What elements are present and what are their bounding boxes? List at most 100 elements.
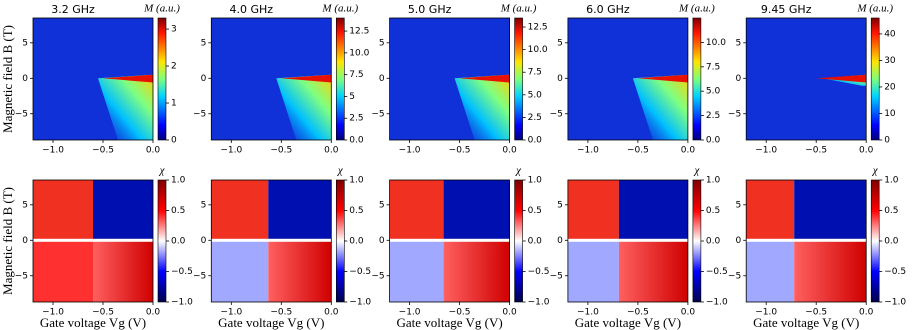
colorbar-tick-label: −0.5	[884, 267, 906, 277]
colorbar	[157, 17, 167, 141]
y-tick-label: −5	[193, 109, 206, 119]
colorbar-label: χ	[693, 165, 700, 177]
x-axis-label: Gate voltage Vg (V)	[753, 315, 859, 330]
colorbar-tick-label: 1.0	[528, 176, 543, 186]
x-tick-label: −1.0	[399, 308, 421, 318]
colorbar-tick-label: 2	[171, 62, 177, 72]
x-tick-label: −1.0	[577, 308, 599, 318]
colorbar-label: M (a.u.)	[143, 3, 180, 15]
x-tick-label: −0.5	[805, 308, 827, 318]
colorbar-tick-label: 0.5	[884, 206, 898, 216]
x-tick-label: −0.5	[92, 308, 114, 318]
x-tick-label: −1.0	[220, 146, 242, 156]
y-tick-label: −5	[371, 271, 384, 281]
colorbar-tick-label: 0	[884, 136, 890, 146]
colorbar-tick-label: −1.0	[706, 298, 728, 308]
lower-right	[268, 240, 332, 302]
colorbar-tick-label: 0.0	[349, 136, 364, 146]
colorbar-tick-label: 0.5	[349, 206, 363, 216]
colorbar-tick-label: 0.0	[528, 237, 543, 247]
panel-title: 4.0 GHz	[230, 3, 274, 16]
heatmap-image	[389, 180, 510, 302]
colorbar-tick-label: 5.0	[528, 90, 543, 100]
colorbar-label: M (a.u.)	[500, 3, 537, 15]
colorbar-label: χ	[159, 165, 166, 177]
colorbar-tick-label: 1.0	[171, 176, 186, 186]
x-tick-label: −1.0	[399, 146, 421, 156]
colorbar	[870, 17, 880, 141]
panel: −1.0 −0.5 0.0 −5 0 5 5.0 GHz 0.0 2.5 5.0 7.5 10.0 12…	[371, 3, 548, 156]
colorbar-tick-label: 20	[884, 82, 896, 92]
y-tick-label: 5	[201, 200, 207, 210]
y-tick-label: 0	[735, 236, 741, 246]
panel: −1.0 −0.5 0.0 −5 0 5 4.0 GHz 0.0 2.5 5 7.5 10.0 12.5…	[193, 3, 370, 156]
x-tick-label: −1.0	[755, 308, 777, 318]
heatmap-image	[389, 18, 510, 140]
peak-band	[281, 74, 332, 83]
heatmap-image	[746, 18, 867, 140]
colorbar-tick-label: −1.0	[528, 298, 550, 308]
axes-frame	[32, 17, 154, 141]
y-tick-label: 0	[201, 74, 207, 84]
x-tick-label: −0.5	[627, 146, 649, 156]
colorbar-tick-label: 7.5	[349, 70, 363, 80]
colorbar-label: M (a.u.)	[321, 3, 358, 15]
lower-right	[93, 240, 153, 302]
colorbar-tick-label: 10	[884, 109, 896, 119]
peak-band	[816, 74, 867, 83]
y-tick-label: 5	[379, 38, 385, 48]
colorbar-tick-label: 5.0	[706, 87, 721, 97]
colorbar-tick-label: 0.0	[171, 237, 186, 247]
upper-right	[93, 180, 153, 241]
x-tick-label: 0.0	[502, 146, 517, 156]
heatmap-image	[567, 180, 688, 302]
colorbar-tick-label: 10.0	[349, 48, 369, 58]
lower-left	[389, 240, 444, 302]
zero-line	[33, 238, 153, 242]
y-tick-label: 5	[201, 38, 207, 48]
y-axis-label: Magnetic field B (T)	[0, 25, 15, 133]
x-tick-label: 0.0	[681, 308, 696, 318]
lower-left	[746, 240, 795, 302]
x-tick-label: 0.0	[502, 308, 517, 318]
x-axis-label: Gate voltage Vg (V)	[575, 315, 681, 330]
x-axis-label: Gate voltage Vg (V)	[40, 315, 146, 330]
upper-left	[211, 180, 269, 241]
y-tick-label: 5	[735, 38, 741, 48]
panel-title: 6.0 GHz	[586, 3, 630, 16]
colorbar-tick-label: 5	[349, 92, 355, 102]
lower-right	[794, 240, 867, 302]
axes-frame	[745, 17, 867, 141]
y-tick-label: 5	[22, 200, 28, 210]
panel-title: 9.45 GHz	[761, 3, 812, 16]
colorbar	[692, 17, 702, 141]
panel: −1.0 −0.5 0.0 −5 0 5 9.45 GHz 0 10 20 30 40 M (a.u.)	[728, 3, 896, 156]
colorbar-tick-label: 12.5	[528, 23, 548, 33]
colorbar	[870, 179, 880, 303]
colorbar-tick-label: 3	[171, 25, 177, 35]
colorbar	[514, 179, 523, 303]
colorbar-tick-label: −1.0	[884, 298, 906, 308]
upper-right	[618, 180, 688, 241]
y-tick-label: 5	[557, 38, 563, 48]
colorbar-tick-label: 0.0	[706, 237, 721, 247]
signal-wedge	[454, 74, 510, 140]
colorbar-tick-label: −1.0	[349, 298, 371, 308]
x-tick-label: 0.0	[859, 146, 874, 156]
y-tick-label: −5	[15, 109, 28, 119]
y-tick-label: 0	[557, 74, 563, 84]
colorbar	[157, 179, 167, 303]
heatmap-image	[567, 18, 688, 140]
x-tick-label: 0.0	[324, 146, 339, 156]
y-tick-label: 0	[735, 74, 741, 84]
panel: −1.0 −0.5 0.0 −5 0 5 3.2 GHz Magnetic field B (…	[0, 3, 180, 156]
zero-line	[746, 238, 867, 242]
axes-frame	[567, 179, 689, 303]
heatmap-image	[746, 180, 867, 302]
colorbar-tick-label: 0.0	[528, 136, 543, 146]
axes-frame	[210, 179, 332, 303]
